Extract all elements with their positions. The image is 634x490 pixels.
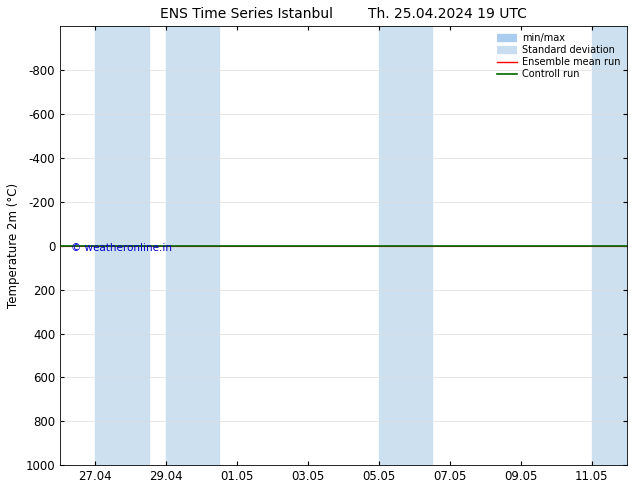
Bar <box>379 26 432 465</box>
Text: © weatheronline.in: © weatheronline.in <box>72 243 172 253</box>
Bar <box>592 26 627 465</box>
Title: ENS Time Series Istanbul        Th. 25.04.2024 19 UTC: ENS Time Series Istanbul Th. 25.04.2024 … <box>160 7 527 21</box>
Bar <box>96 26 148 465</box>
Bar <box>166 26 219 465</box>
Y-axis label: Temperature 2m (°C): Temperature 2m (°C) <box>7 183 20 308</box>
Legend: min/max, Standard deviation, Ensemble mean run, Controll run: min/max, Standard deviation, Ensemble me… <box>496 31 622 81</box>
